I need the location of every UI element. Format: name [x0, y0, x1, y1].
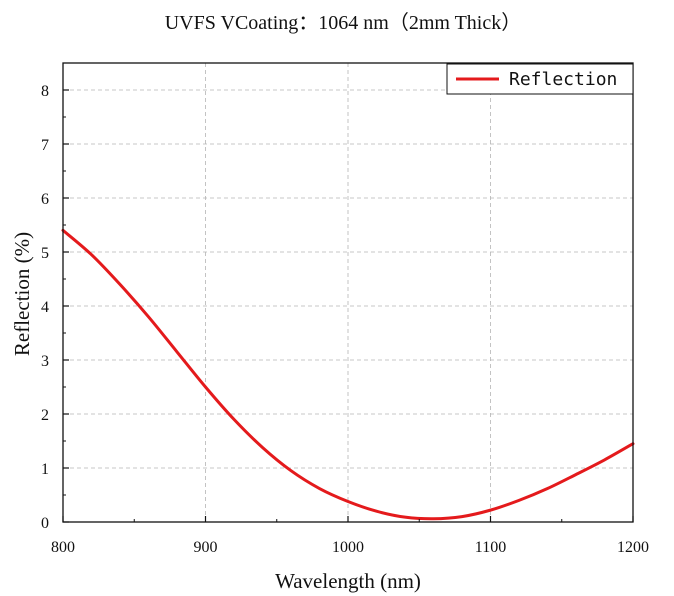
x-tick-label: 1100 — [475, 539, 506, 556]
y-tick-label: 3 — [41, 353, 49, 370]
y-tick-label: 5 — [41, 245, 49, 262]
series-line-reflection — [61, 228, 635, 521]
y-tick-label: 1 — [41, 461, 49, 478]
chart-title: UVFS VCoating：1064 nm（2mm Thick） — [165, 11, 522, 34]
legend-box — [446, 63, 634, 95]
plot-frame — [62, 62, 634, 523]
y-tick-label: 8 — [41, 83, 49, 100]
series-layer — [61, 228, 635, 521]
x-tick-label: 900 — [194, 539, 218, 556]
x-tick-label: 1200 — [617, 539, 649, 556]
axis-ticks: 800 900 1000 1100 1200 0 1 2 3 4 5 6 7 8 — [41, 83, 649, 556]
x-tick-label: 1000 — [332, 539, 364, 556]
legend-label: Reflection — [509, 69, 617, 90]
y-tick-label: 4 — [41, 299, 49, 316]
legend: Reflection — [446, 63, 634, 95]
y-tick-label: 6 — [41, 191, 49, 208]
grid — [63, 63, 633, 522]
x-axis-label: Wavelength (nm) — [275, 569, 421, 593]
y-tick-label: 7 — [41, 137, 49, 154]
y-tick-label: 2 — [41, 407, 49, 424]
y-axis-label: Reflection (%) — [10, 232, 34, 356]
x-tick-label: 800 — [51, 539, 75, 556]
y-tick-label: 0 — [41, 515, 49, 532]
